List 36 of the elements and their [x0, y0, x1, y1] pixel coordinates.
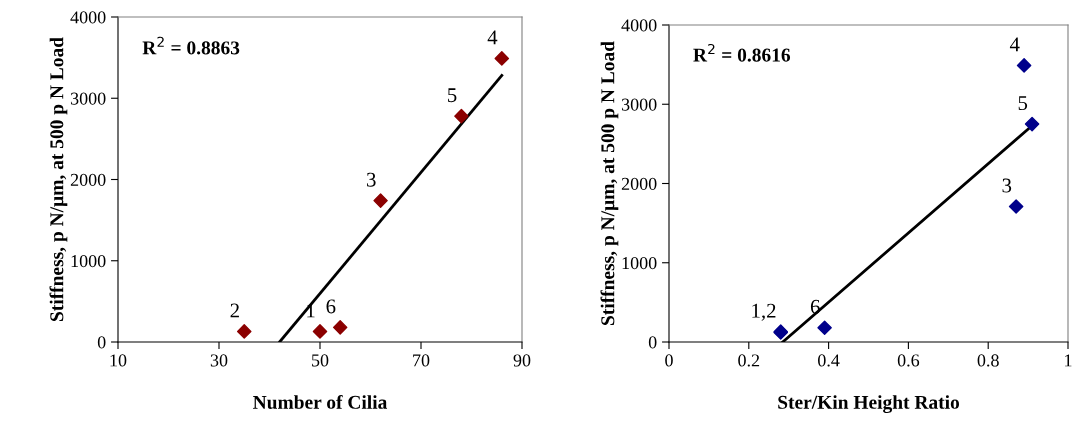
annotation: R$^{2}$ = 0.8863 [142, 36, 240, 55]
annotation: 3 [367, 172, 376, 187]
y-tick-label: 0 [97, 336, 106, 349]
annotation: 2 [230, 303, 239, 318]
y-tick-label: 3000 [70, 92, 106, 105]
y-tick-label: 2000 [621, 177, 657, 190]
y-tick-label: 3000 [621, 98, 657, 111]
y-tick-label: 2000 [70, 173, 106, 186]
y-tick-label: 4000 [621, 19, 657, 32]
annotation: 3 [1002, 178, 1012, 193]
x-tick-label: 0.2 [738, 354, 760, 367]
x-tick-label: 1 [1065, 354, 1072, 367]
x-axis-title: Number of Cilia [253, 394, 388, 409]
x-tick-label: 10 [110, 354, 127, 367]
y-tick-label: 1000 [71, 255, 106, 268]
annotation: 4 [487, 30, 498, 45]
x-tick-label: 0.8 [977, 354, 999, 367]
x-tick-label: 30 [210, 354, 228, 367]
y-tick-label: 1000 [622, 257, 657, 270]
y-tick-label: 0 [648, 336, 657, 349]
x-axis-title: Ster/Kin Height Ratio [778, 395, 960, 413]
x-tick-label: 0 [665, 354, 673, 367]
x-tick-label: 0.6 [897, 354, 920, 367]
y-axis-title: Stiffness, p N/µm, at 500 p N Load [600, 41, 619, 325]
x-tick-label: 90 [513, 354, 531, 367]
y-axis-title: Stiffness, p N/µm, at 500 p N Load [49, 37, 68, 321]
x-tick-label: 50 [312, 354, 329, 367]
annotation: 4 [1009, 37, 1020, 52]
annotation: 5 [448, 88, 457, 103]
y-tick-label: 4000 [70, 11, 106, 24]
annotation: 6 [326, 299, 336, 314]
annotation: 5 [1018, 96, 1028, 111]
x-tick-label: 70 [413, 354, 430, 367]
annotation: R$^{2}$ = 0.8616 [693, 43, 791, 62]
annotation: 1,2 [752, 303, 776, 321]
x-tick-label: 0.4 [818, 354, 840, 367]
